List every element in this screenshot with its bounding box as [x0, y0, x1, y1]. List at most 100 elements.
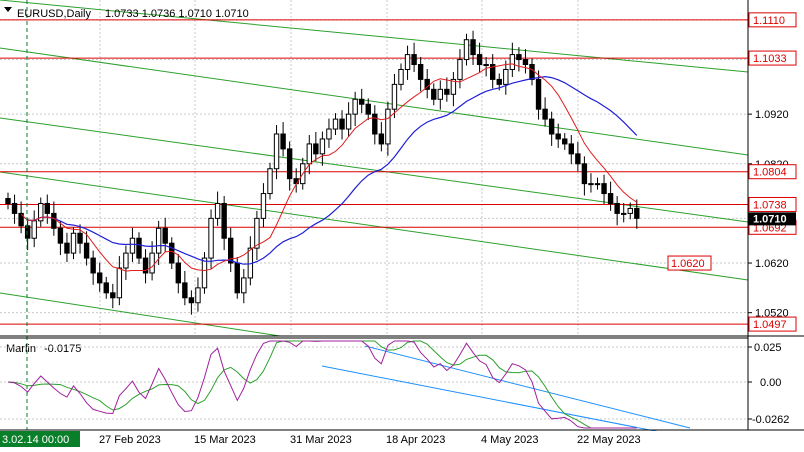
collapse-triangle-icon[interactable] [4, 7, 12, 12]
candle [116, 256, 123, 306]
candle [607, 181, 614, 211]
candle [516, 47, 522, 72]
candle [24, 218, 31, 251]
candle [463, 33, 470, 66]
candle [391, 73, 398, 119]
candle [182, 270, 188, 306]
moving-average-fast [20, 63, 638, 272]
candle [18, 201, 24, 234]
candle [110, 283, 116, 309]
channel-line [0, 0, 749, 73]
candle [70, 227, 77, 260]
candle [614, 196, 620, 226]
candle [483, 57, 489, 77]
candle [444, 77, 450, 102]
candle [214, 191, 221, 226]
indicator-value: -0.0175 [44, 343, 81, 355]
candle [221, 196, 227, 251]
price-annotation-label: 1.0620 [671, 258, 705, 270]
candle [424, 68, 430, 99]
candle [365, 98, 371, 121]
candle [149, 241, 155, 281]
candle [169, 237, 175, 269]
level-tag [748, 12, 797, 28]
level-tag [748, 164, 797, 180]
candle [509, 42, 516, 77]
indicator-tick: 0.00 [760, 377, 781, 389]
candle [404, 45, 411, 80]
channel-line [0, 292, 281, 337]
cursor-time-label: 3.02.14 00:00 [2, 434, 69, 446]
symbol-label: EURUSD,Daily [17, 8, 91, 20]
candle [254, 210, 260, 261]
level-label: 1.0738 [753, 199, 787, 211]
level-label: 1.0497 [753, 319, 787, 331]
candle [634, 199, 640, 229]
candle [621, 202, 627, 223]
cursor-time-tag: 3.02.14 00:00 [0, 431, 80, 447]
candle [155, 220, 162, 266]
candle [568, 134, 574, 165]
indicator-axis-ticks: 0.025 0.00 -0.0262 [748, 342, 789, 426]
indicator-tick: 0.025 [754, 342, 782, 354]
candle [83, 231, 90, 266]
candle [267, 162, 273, 200]
candle [490, 54, 496, 89]
candle [450, 71, 457, 107]
candle [332, 113, 339, 135]
candle [627, 202, 633, 220]
candle [228, 227, 234, 272]
candle [162, 217, 168, 253]
time-axis[interactable] [0, 431, 804, 452]
level-label: 1.0804 [753, 167, 787, 179]
price-tick: 1.0620 [755, 258, 789, 270]
level-label: 1.1033 [753, 53, 787, 65]
channel-line [0, 47, 749, 156]
candle [542, 97, 548, 127]
candle [313, 132, 319, 162]
candle [594, 177, 601, 190]
candle [175, 254, 182, 294]
chart-header: EURUSD,Daily 1.0733 1.0736 1.0710 1.0710 [4, 7, 249, 20]
current-price-tag: 1.0710 [748, 212, 796, 226]
indicator-header: Marlin -0.0175 [6, 343, 81, 355]
candle [555, 123, 561, 148]
candle [57, 220, 64, 256]
candle [470, 30, 476, 66]
candle [326, 118, 332, 148]
candle [195, 277, 201, 312]
candle [437, 80, 444, 110]
candle [398, 63, 404, 91]
time-tick: 31 Mar 2023 [290, 434, 352, 446]
candle [411, 42, 417, 72]
main-pane[interactable] [0, 0, 748, 336]
candle [345, 102, 352, 137]
candle [5, 192, 11, 210]
candle [588, 173, 594, 193]
price-tick: 1.0920 [755, 109, 789, 121]
price-candles [5, 30, 640, 315]
price-annotation: 1.0620 [667, 255, 712, 271]
level-tag [748, 316, 797, 332]
moving-average-slow [27, 75, 638, 265]
candle [535, 70, 542, 120]
candle [273, 125, 280, 180]
time-tick: 15 Mar 2023 [194, 434, 256, 446]
candle [123, 245, 129, 280]
candle [286, 141, 293, 191]
indicator-pane[interactable] [0, 339, 748, 430]
candle [142, 249, 149, 284]
candle [11, 194, 18, 224]
indicator-tick: -0.0262 [752, 414, 789, 426]
candle [385, 101, 391, 156]
candle [431, 83, 437, 106]
candle [188, 290, 195, 315]
level-tag [748, 196, 797, 212]
candle [77, 224, 83, 254]
oscillator-channel [321, 345, 691, 433]
candle [476, 42, 483, 72]
oscillator-line [7, 340, 637, 429]
candle [38, 197, 44, 227]
